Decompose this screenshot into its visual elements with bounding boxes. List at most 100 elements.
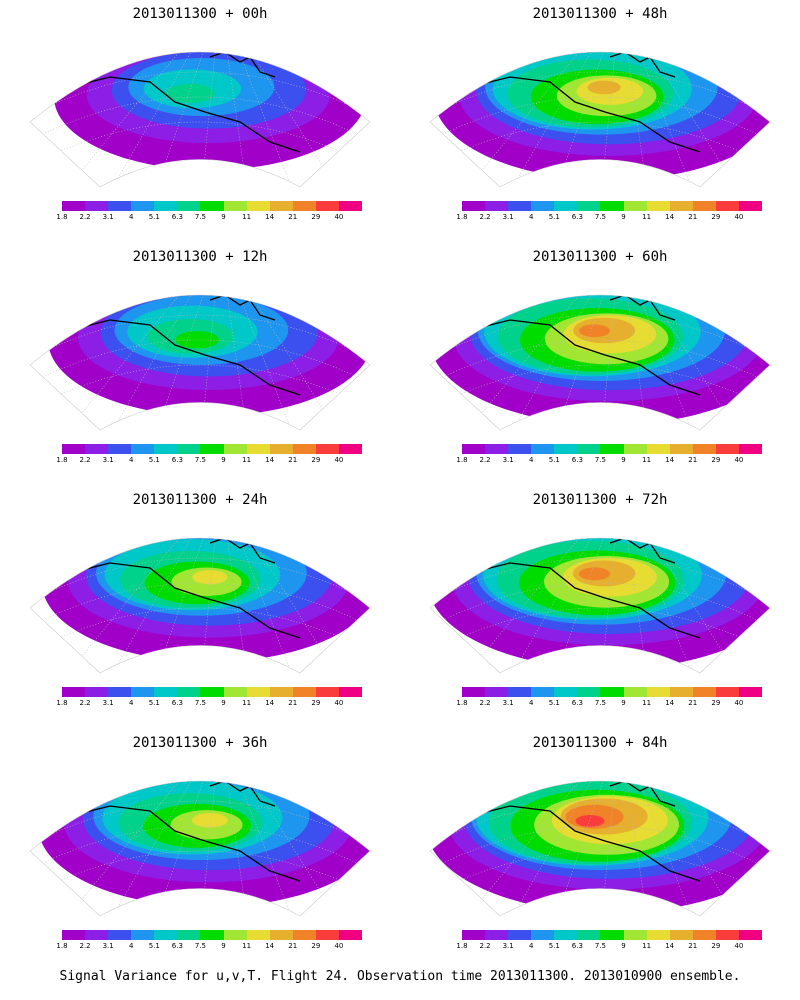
colorbar-segment bbox=[177, 444, 201, 454]
colorbar-tick-label: 29 bbox=[711, 699, 721, 707]
colorbar-tick-label: 21 bbox=[288, 699, 298, 707]
colorbar-tick-label: 21 bbox=[688, 456, 698, 464]
colorbar-tick-label: 29 bbox=[711, 213, 721, 221]
colorbar-segment bbox=[108, 444, 132, 454]
colorbar-tick-label: 40 bbox=[334, 213, 344, 221]
forecast-map bbox=[29, 537, 371, 674]
colorbar-tick-label: 4 bbox=[128, 699, 134, 707]
colorbar-segment bbox=[462, 687, 486, 697]
colorbar bbox=[462, 201, 763, 211]
colorbar-segment bbox=[669, 687, 693, 697]
colorbar-tick-label: 21 bbox=[288, 942, 298, 950]
colorbar-tick-label: 3.1 bbox=[102, 213, 114, 221]
colorbar-tick-label: 1.8 bbox=[456, 942, 468, 950]
panel-title: 2013011300 + 36h bbox=[132, 735, 268, 751]
colorbar-tick-label: 2.2 bbox=[79, 213, 91, 221]
colorbar-tick-label: 11 bbox=[242, 699, 252, 707]
colorbar-tick-label: 4 bbox=[528, 699, 534, 707]
colorbar-tick-label: 7.5 bbox=[194, 942, 207, 950]
colorbar-segment bbox=[554, 687, 578, 697]
colorbar-tick-label: 11 bbox=[642, 456, 652, 464]
forecast-map bbox=[29, 780, 371, 917]
colorbar-segment bbox=[715, 444, 739, 454]
colorbar-segment bbox=[246, 201, 270, 211]
colorbar-tick-label: 4 bbox=[128, 942, 134, 950]
colorbar-segment bbox=[177, 687, 201, 697]
colorbar-segment bbox=[738, 201, 763, 211]
colorbar bbox=[62, 687, 363, 697]
map-panel: 2013011300 + 60h 1.8 2.2 3.1 4 5.1 6.3 7.5 9 11 14… bbox=[400, 243, 800, 488]
colorbar-segment bbox=[692, 444, 716, 454]
colorbar-segment bbox=[177, 930, 201, 940]
colorbar-segment bbox=[338, 930, 363, 940]
colorbar-tick-label: 5.1 bbox=[148, 942, 160, 950]
colorbar-tick-label: 21 bbox=[288, 456, 298, 464]
colorbar-tick-label: 6.3 bbox=[171, 699, 183, 707]
colorbar-segment bbox=[485, 930, 509, 940]
figure-caption: Signal Variance for u,v,T. Flight 24. Ob… bbox=[59, 969, 741, 984]
colorbar-tick-label: 29 bbox=[311, 213, 321, 221]
colorbar-tick-label: 14 bbox=[665, 699, 675, 707]
forecast-map bbox=[429, 294, 771, 431]
colorbar-tick-label: 21 bbox=[688, 213, 698, 221]
colorbar-tick-label: 3.1 bbox=[102, 699, 114, 707]
colorbar-segment bbox=[292, 930, 316, 940]
colorbar-segment bbox=[200, 930, 224, 940]
colorbar-tick-label: 1.8 bbox=[456, 213, 468, 221]
colorbar-ticks: 1.8 2.2 3.1 4 5.1 6.3 7.5 9 11 14 21 29 40 bbox=[456, 699, 762, 709]
colorbar-segment bbox=[315, 930, 339, 940]
colorbar-segment bbox=[485, 687, 509, 697]
colorbar-tick-label: 21 bbox=[688, 699, 698, 707]
colorbar-segment bbox=[554, 201, 578, 211]
panel-title: 2013011300 + 00h bbox=[132, 6, 268, 22]
map-panel: 2013011300 + 48h 1.8 2.2 3.1 4 5.1 6.3 7.5 9 11 14… bbox=[400, 0, 800, 245]
colorbar-tick-label: 6.3 bbox=[571, 213, 583, 221]
forecast-map bbox=[29, 51, 371, 188]
colorbar-segment bbox=[692, 201, 716, 211]
colorbar-segment bbox=[338, 201, 363, 211]
colorbar-ticks: 1.8 2.2 3.1 4 5.1 6.3 7.5 9 11 14 21 29 40 bbox=[56, 699, 362, 709]
colorbar-segment bbox=[200, 687, 224, 697]
colorbar-tick-label: 29 bbox=[711, 456, 721, 464]
map-panel: 2013011300 + 84h 1.8 2.2 3.1 4 5.1 6.3 7.5 9 11 14… bbox=[400, 729, 800, 974]
colorbar-tick-label: 5.1 bbox=[148, 213, 160, 221]
colorbar-segment bbox=[177, 201, 201, 211]
colorbar-segment bbox=[646, 687, 670, 697]
colorbar-segment bbox=[623, 201, 647, 211]
colorbar-tick-label: 9 bbox=[621, 213, 626, 221]
colorbar-tick-label: 9 bbox=[621, 942, 626, 950]
colorbar-tick-label: 40 bbox=[334, 699, 344, 707]
colorbar-segment bbox=[531, 444, 555, 454]
colorbar-segment bbox=[554, 930, 578, 940]
colorbar-segment bbox=[508, 930, 532, 940]
colorbar bbox=[462, 687, 763, 697]
colorbar-tick-label: 14 bbox=[265, 456, 275, 464]
colorbar-tick-label: 21 bbox=[288, 213, 298, 221]
colorbar-segment bbox=[223, 201, 247, 211]
colorbar-tick-label: 3.1 bbox=[502, 213, 514, 221]
colorbar-segment bbox=[554, 444, 578, 454]
colorbar-segment bbox=[131, 444, 155, 454]
colorbar-tick-label: 1.8 bbox=[56, 699, 68, 707]
colorbar-tick-label: 40 bbox=[734, 699, 744, 707]
colorbar-tick-label: 11 bbox=[242, 942, 252, 950]
colorbar-segment bbox=[85, 930, 109, 940]
colorbar-segment bbox=[600, 930, 624, 940]
colorbar-tick-label: 5.1 bbox=[548, 213, 560, 221]
colorbar-tick-label: 6.3 bbox=[171, 942, 183, 950]
colorbar-segment bbox=[669, 444, 693, 454]
colorbar-tick-label: 9 bbox=[621, 699, 626, 707]
colorbar-segment bbox=[62, 930, 86, 940]
colorbar-segment bbox=[531, 687, 555, 697]
colorbar-segment bbox=[200, 201, 224, 211]
colorbar-segment bbox=[269, 930, 293, 940]
colorbar-tick-label: 14 bbox=[665, 942, 675, 950]
colorbar-segment bbox=[531, 201, 555, 211]
colorbar-segment bbox=[85, 444, 109, 454]
colorbar-segment bbox=[692, 930, 716, 940]
colorbar-segment bbox=[508, 201, 532, 211]
colorbar-segment bbox=[131, 687, 155, 697]
colorbar-segment bbox=[577, 444, 601, 454]
colorbar-segment bbox=[462, 201, 486, 211]
colorbar-tick-label: 2.2 bbox=[479, 456, 491, 464]
